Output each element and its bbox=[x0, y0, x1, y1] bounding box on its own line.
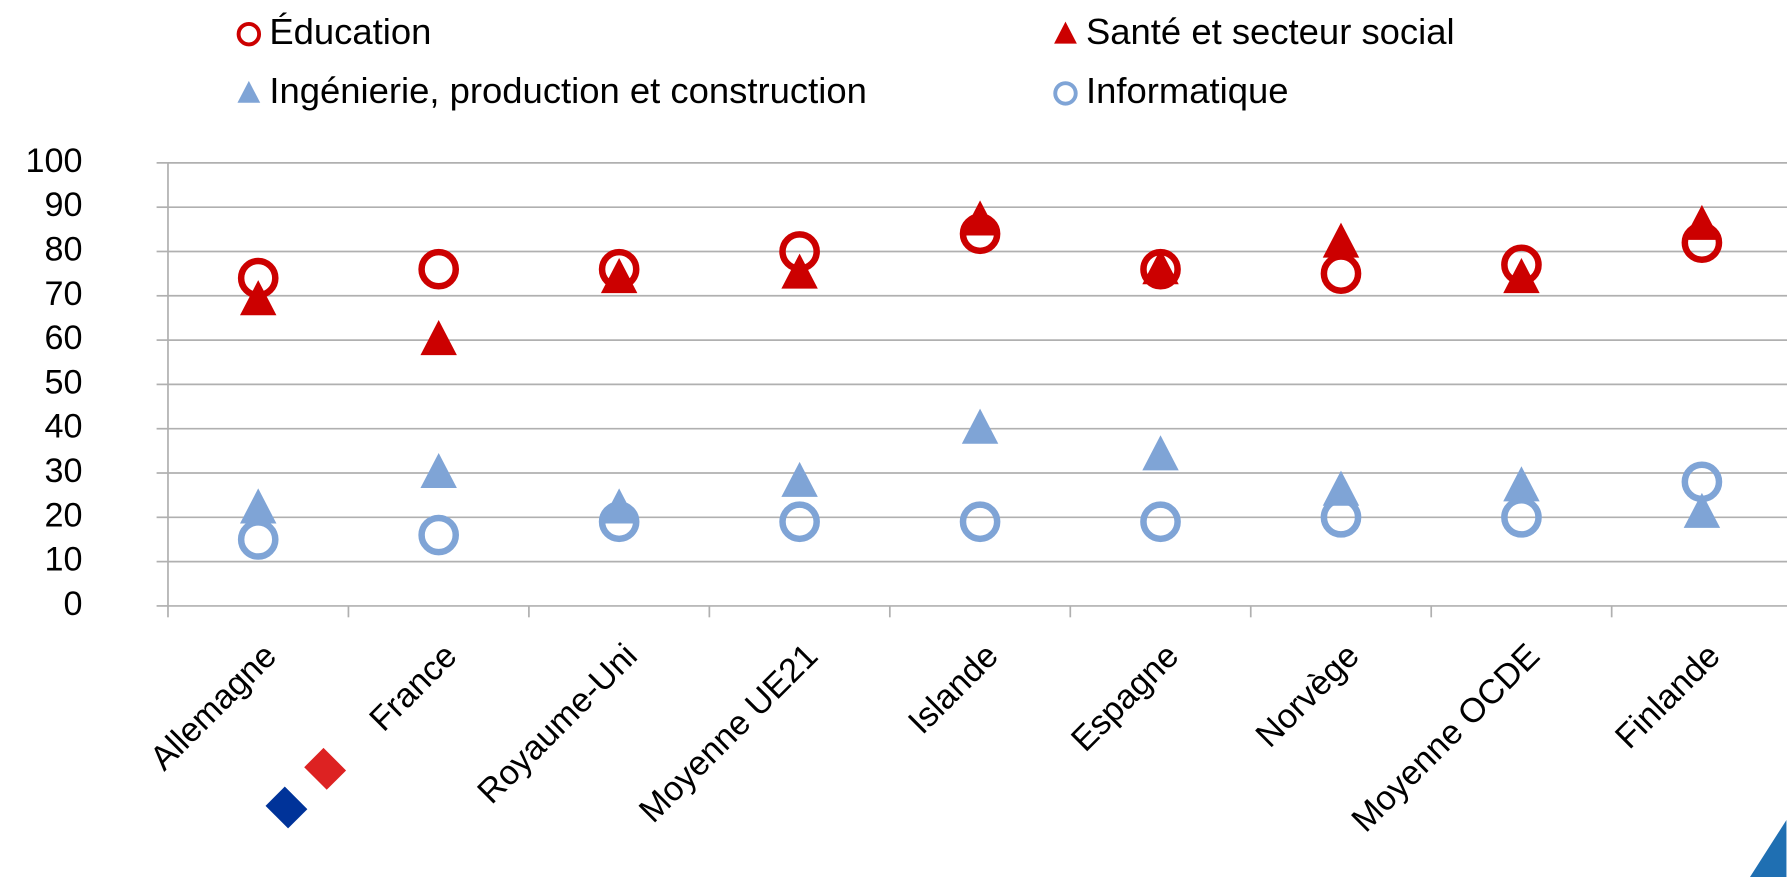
legend-marker bbox=[236, 21, 262, 47]
x-tick-label: Moyenne UE21 bbox=[632, 637, 825, 830]
x-tick-label: Finlande bbox=[1608, 637, 1728, 757]
point bbox=[420, 452, 457, 489]
legend-label: Ingénierie, production et construction bbox=[269, 70, 867, 111]
x-tick-label: Moyenne OCDE bbox=[1344, 637, 1547, 840]
legend-label: Éducation bbox=[269, 11, 431, 52]
corner-decoration bbox=[1749, 820, 1787, 877]
point bbox=[239, 280, 277, 316]
point bbox=[961, 200, 999, 236]
point bbox=[1320, 253, 1362, 294]
x-tick-label: Espagne bbox=[1064, 637, 1186, 759]
x-tick-label: Allemagne bbox=[143, 637, 284, 778]
flag bbox=[265, 747, 347, 829]
point bbox=[1142, 435, 1179, 471]
point bbox=[598, 501, 640, 543]
point bbox=[779, 501, 820, 543]
point bbox=[1320, 496, 1362, 538]
y-tick-label: 90 bbox=[45, 186, 83, 224]
y-tick-label: 30 bbox=[45, 452, 83, 490]
point bbox=[1501, 496, 1542, 538]
point bbox=[1681, 461, 1723, 503]
y-tick-label: 20 bbox=[45, 496, 83, 534]
y-tick-label: 50 bbox=[45, 363, 83, 401]
point bbox=[237, 519, 279, 560]
point bbox=[781, 461, 818, 497]
point bbox=[961, 408, 999, 444]
point bbox=[1322, 470, 1360, 506]
point bbox=[1503, 466, 1540, 502]
y-tick-label: 0 bbox=[64, 585, 83, 623]
point bbox=[1140, 501, 1181, 543]
point bbox=[781, 253, 818, 289]
point bbox=[1683, 204, 1721, 240]
y-tick-label: 40 bbox=[45, 408, 83, 446]
y-tick-label: 10 bbox=[45, 541, 83, 579]
point bbox=[239, 488, 277, 524]
point bbox=[1503, 258, 1540, 294]
legend-marker bbox=[1054, 21, 1077, 44]
point bbox=[418, 248, 460, 290]
y-tick-label: 100 bbox=[26, 142, 83, 180]
x-tick-label: Royaume-Uni bbox=[470, 637, 645, 812]
point bbox=[418, 514, 460, 556]
point bbox=[420, 320, 457, 356]
point bbox=[600, 258, 638, 294]
y-tick-label: 80 bbox=[45, 231, 83, 269]
x-tick-label: Islande bbox=[901, 637, 1006, 742]
x-tick-label: Norvège bbox=[1249, 637, 1367, 755]
legend-marker bbox=[1053, 81, 1078, 106]
y-tick-label: 60 bbox=[45, 319, 83, 357]
point bbox=[1322, 222, 1360, 258]
legend-marker bbox=[237, 80, 261, 103]
point bbox=[1142, 249, 1179, 285]
point bbox=[1683, 492, 1721, 528]
legend-label: Informatique bbox=[1086, 70, 1289, 111]
point bbox=[959, 501, 1001, 543]
x-tick-label: France bbox=[362, 637, 464, 739]
y-tick-label: 70 bbox=[45, 275, 83, 313]
legend-label: Santé et secteur social bbox=[1086, 11, 1455, 52]
